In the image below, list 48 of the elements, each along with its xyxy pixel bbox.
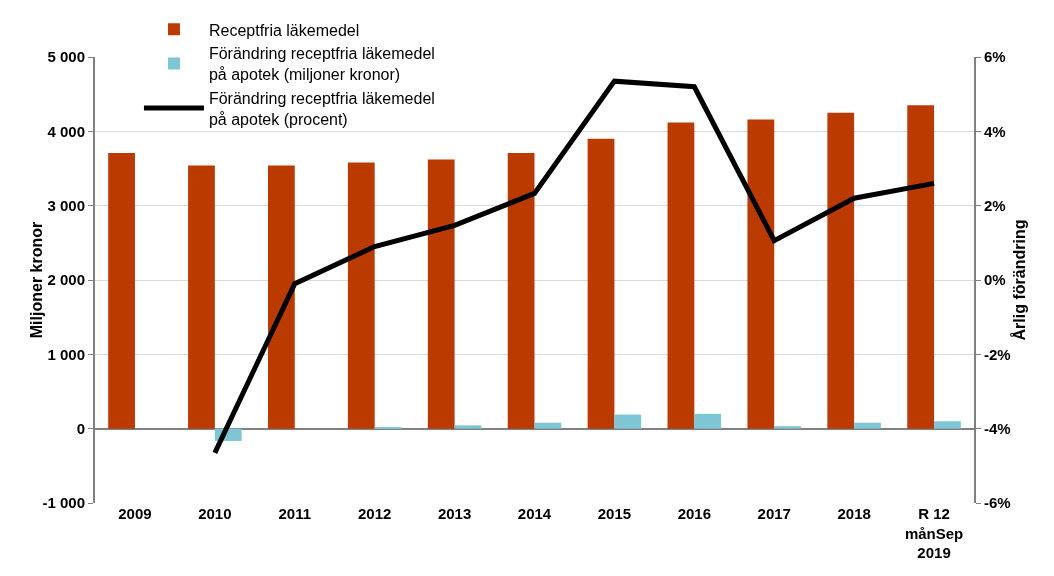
y-axis-title: Miljoner kronor — [28, 221, 46, 339]
x-tick-label: 2014 — [517, 505, 552, 522]
y2-axis-title: Årlig förändring — [1010, 219, 1028, 341]
y2-tick-label: -6% — [984, 494, 1011, 512]
y2-tick-label: 0% — [984, 271, 1006, 289]
x-tick-label: 2017 — [757, 505, 791, 522]
y-tick-label: 2 000 — [47, 271, 85, 289]
y-tick-label: 3 000 — [47, 196, 85, 214]
x-tick-label: 2012 — [357, 505, 392, 522]
bar — [427, 159, 455, 429]
y2-tick-label: -2% — [984, 345, 1011, 363]
bar — [774, 426, 801, 429]
y-tick-label: 4 000 — [47, 122, 85, 140]
bar — [907, 105, 935, 429]
bar — [747, 119, 775, 429]
bar — [934, 421, 961, 429]
bar — [614, 414, 642, 429]
x-tick-label: 2018 — [837, 505, 871, 522]
bar — [108, 152, 135, 429]
legend-label: Förändring receptfria läkemedel på apotek (procent) — [208, 89, 435, 128]
bar — [694, 413, 722, 429]
bar — [347, 162, 375, 429]
bar — [454, 425, 482, 429]
y2-tick-label: 2% — [984, 196, 1006, 214]
y-tick-label: -1 000 — [42, 494, 85, 512]
y2-tick-label: 4% — [984, 122, 1006, 140]
bar — [188, 165, 215, 429]
bar — [827, 112, 855, 429]
y-tick-label: 0 — [76, 419, 85, 437]
legend-label: Förändring receptfria läkemedel på apotek (miljoner kronor) — [208, 45, 435, 84]
bar — [534, 422, 562, 429]
x-tick-label: 2013 — [437, 505, 472, 522]
x-tick-label: 2010 — [198, 505, 232, 522]
x-tick-label: R 12 månSep 2019 — [904, 505, 964, 561]
legend-label: Receptfria läkemedel — [208, 21, 360, 39]
bar — [507, 152, 535, 429]
bar — [268, 165, 295, 429]
x-tick-label: 2016 — [677, 505, 712, 522]
y-tick-label: 5 000 — [47, 48, 85, 66]
y-tick-label: 1 000 — [47, 345, 85, 363]
x-tick-label: 2009 — [118, 505, 152, 522]
x-tick-label: 2011 — [278, 505, 312, 522]
bar — [587, 138, 615, 429]
bar — [667, 122, 695, 429]
bar — [854, 422, 881, 429]
x-tick-label: 2015 — [597, 505, 632, 522]
y2-tick-label: -4% — [984, 419, 1011, 437]
y2-tick-label: 6% — [984, 48, 1006, 66]
